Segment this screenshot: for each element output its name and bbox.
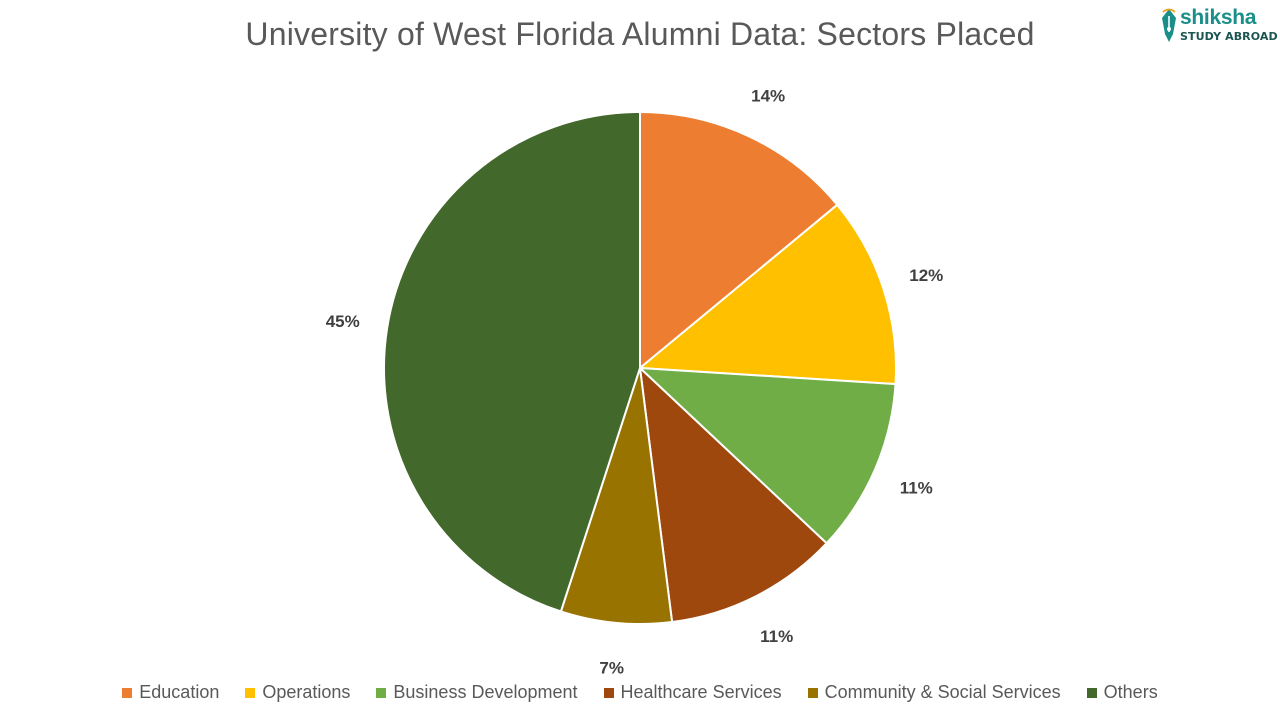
pie-slice-3[interactable]	[638, 365, 829, 624]
legend-item-4[interactable]: Community & Social Services	[807, 682, 1061, 703]
legend-swatch	[1086, 687, 1097, 698]
legend-label: Business Development	[393, 682, 578, 702]
legend-item-3[interactable]: Healthcare Services	[603, 682, 782, 703]
legend-label: Community & Social Services	[824, 682, 1061, 702]
logo-wordmark: shiksha	[1180, 6, 1257, 29]
chart-legend: Education Operations Business Development H…	[0, 682, 1280, 703]
data-label-5: 45%	[326, 312, 360, 331]
legend-swatch	[122, 687, 133, 698]
data-label-3: 11%	[760, 627, 793, 646]
legend-label: Operations	[262, 682, 351, 702]
logo-tagline: STUDY ABROAD	[1180, 30, 1278, 43]
legend-label: Healthcare Services	[620, 682, 782, 702]
shiksha-logo[interactable]: shiksha STUDY ABROAD	[1158, 6, 1278, 46]
pie-slice-4[interactable]	[559, 367, 674, 625]
data-label-0: 14%	[751, 87, 785, 106]
legend-swatch	[807, 687, 818, 698]
pie-slice-5[interactable]	[383, 110, 641, 613]
data-label-2: 11%	[900, 479, 933, 498]
legend-label: Education	[139, 682, 220, 702]
legend-swatch	[603, 687, 614, 698]
legend-item-2[interactable]: Business Development	[376, 682, 578, 703]
legend-label: Others	[1103, 682, 1158, 702]
legend-item-5[interactable]: Others	[1086, 682, 1158, 703]
data-label-1: 12%	[909, 266, 943, 285]
legend-item-1[interactable]: Operations	[245, 682, 350, 703]
legend-swatch	[376, 687, 387, 698]
pen-nib-icon	[1162, 8, 1176, 42]
chart-title: University of West Florida Alumni Data: …	[245, 16, 1035, 52]
pie-slice-1[interactable]	[637, 203, 897, 386]
legend-swatch	[245, 687, 256, 698]
legend-item-0[interactable]: Education	[122, 682, 219, 703]
data-label-4: 7%	[599, 659, 624, 678]
pie-slice-2[interactable]	[637, 366, 897, 545]
pie-slice-0[interactable]	[639, 110, 839, 371]
